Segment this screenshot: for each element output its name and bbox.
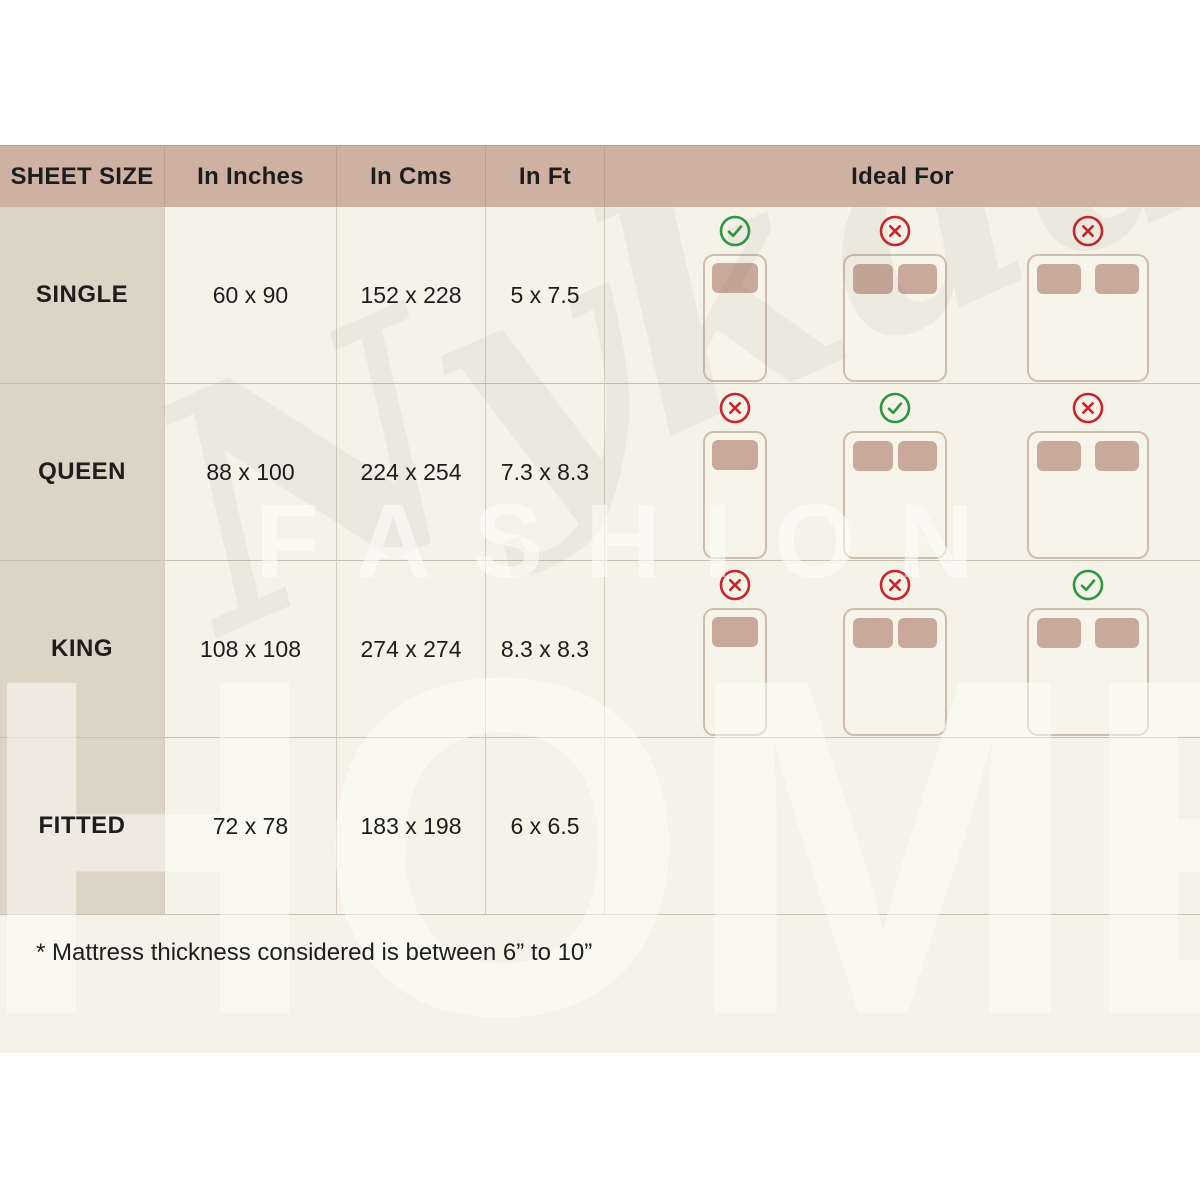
footnote-band: * Mattress thickness considered is betwe… — [0, 915, 1200, 1053]
pillow — [712, 263, 758, 293]
row-label: KING — [0, 561, 165, 738]
cross-icon — [718, 568, 752, 602]
ideal-option-king — [1027, 568, 1149, 736]
ideal-option-single — [703, 214, 767, 382]
pillow — [853, 441, 893, 471]
ideal-option-double — [843, 391, 947, 559]
inches-value: 108 x 108 — [165, 561, 337, 738]
ideal-option-double — [843, 568, 947, 736]
ideal-for-cell — [605, 384, 1200, 561]
inches-value: 72 x 78 — [165, 738, 337, 915]
ideal-option-king — [1027, 391, 1149, 559]
single-bed-icon — [703, 608, 767, 736]
size-table: SHEET SIZE In Inches In Cms In Ft Ideal … — [0, 145, 1200, 915]
pillow — [1037, 441, 1081, 471]
cross-icon — [718, 391, 752, 425]
pillow — [1037, 618, 1081, 648]
pillow — [853, 618, 893, 648]
table-row-single: SINGLE 60 x 90 152 x 228 5 x 7.5 — [0, 207, 1200, 384]
pillow — [1037, 264, 1081, 294]
table-row-queen: QUEEN 88 x 100 224 x 254 7.3 x 8.3 — [0, 384, 1200, 561]
king-bed-icon — [1027, 431, 1149, 559]
ideal-for-cell — [605, 207, 1200, 384]
table-row-king: KING 108 x 108 274 x 274 8.3 x 8.3 — [0, 561, 1200, 738]
inches-value: 60 x 90 — [165, 207, 337, 384]
cross-icon — [1071, 391, 1105, 425]
cms-value: 152 x 228 — [337, 207, 486, 384]
cms-value: 274 x 274 — [337, 561, 486, 738]
ft-value: 6 x 6.5 — [486, 738, 605, 915]
cross-icon — [878, 568, 912, 602]
pillow — [853, 264, 893, 294]
cms-value: 224 x 254 — [337, 384, 486, 561]
double-bed-icon — [843, 254, 947, 382]
pillow — [1095, 618, 1139, 648]
inches-value: 88 x 100 — [165, 384, 337, 561]
check-icon — [718, 214, 752, 248]
pillow — [897, 264, 937, 294]
table-row-fitted: FITTED 72 x 78 183 x 198 6 x 6.5 — [0, 738, 1200, 915]
ft-value: 5 x 7.5 — [486, 207, 605, 384]
check-icon — [1071, 568, 1105, 602]
king-bed-icon — [1027, 254, 1149, 382]
ideal-for-cell-empty — [605, 738, 1200, 915]
row-label: FITTED — [0, 738, 165, 915]
double-bed-icon — [843, 608, 947, 736]
cms-value: 183 x 198 — [337, 738, 486, 915]
ideal-option-double — [843, 214, 947, 382]
king-bed-icon — [1027, 608, 1149, 736]
column-header-inches: In Inches — [165, 145, 337, 207]
row-label: SINGLE — [0, 207, 165, 384]
ideal-option-king — [1027, 214, 1149, 382]
table-header-row: SHEET SIZE In Inches In Cms In Ft Ideal … — [0, 145, 1200, 207]
column-header-ideal-for: Ideal For — [605, 145, 1200, 207]
column-header-cms: In Cms — [337, 145, 486, 207]
pillow — [897, 618, 937, 648]
ft-value: 8.3 x 8.3 — [486, 561, 605, 738]
ideal-option-single — [703, 568, 767, 736]
single-bed-icon — [703, 254, 767, 382]
footnote-text: * Mattress thickness considered is betwe… — [36, 939, 593, 966]
ideal-option-single — [703, 391, 767, 559]
column-header-sheet-size: SHEET SIZE — [0, 145, 165, 207]
column-header-ft: In Ft — [486, 145, 605, 207]
cross-icon — [1071, 214, 1105, 248]
pillow — [897, 441, 937, 471]
ft-value: 7.3 x 8.3 — [486, 384, 605, 561]
double-bed-icon — [843, 431, 947, 559]
pillow — [1095, 441, 1139, 471]
cross-icon — [878, 214, 912, 248]
row-label: QUEEN — [0, 384, 165, 561]
pillow — [712, 440, 758, 470]
pillow — [1095, 264, 1139, 294]
check-icon — [878, 391, 912, 425]
ideal-for-cell — [605, 561, 1200, 738]
pillow — [712, 617, 758, 647]
single-bed-icon — [703, 431, 767, 559]
